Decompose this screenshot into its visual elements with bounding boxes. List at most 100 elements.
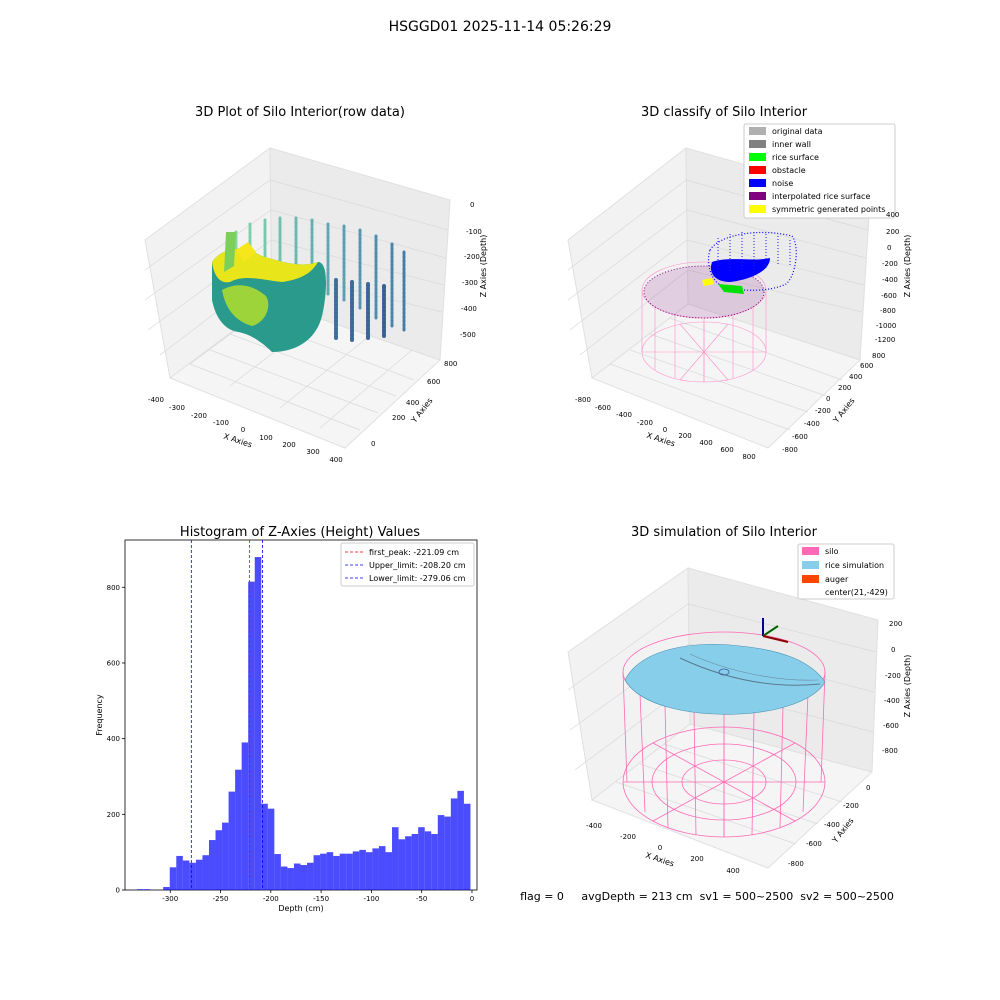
histogram-bar [457,790,464,890]
classify-y-tick: 600 [860,362,873,370]
simulation-center-marker [718,668,730,676]
histogram-bar [182,860,190,890]
legend-swatch-rice-surface [749,153,766,161]
classify-y-tick: -400 [804,420,820,428]
histogram-bar [437,815,445,890]
raw-y-tick: 400 [406,399,419,407]
simulation-x-label: X Axies [644,851,675,869]
simulation-y-tick: 0 [866,784,870,792]
raw-z-tick: -200 [464,253,480,261]
classify-y-tick: 400 [849,373,862,381]
simulation-status-line: flag = 0 avgDepth = 213 cm sv1 = 500~250… [520,890,894,903]
histogram-bar [326,852,334,890]
simulation-z-tick: -200 [885,672,901,680]
simulation-plot-title: 3D simulation of Silo Interior [631,525,818,540]
histogram-x-tick-label: -50 [416,895,427,903]
classify-x-tick: -600 [595,404,611,412]
histogram-bar [339,853,347,890]
classify-z-tick: 200 [886,228,899,236]
classify-y-tick: -600 [792,433,808,441]
histogram-bar [189,862,196,890]
legend-label-interpolated: interpolated rice surface [772,192,870,201]
histogram-bar [169,867,177,890]
legend-label-rice-surface: rice surface [772,153,819,162]
legend-swatch-silo [802,547,819,555]
legend-swatch-original [749,127,766,135]
raw-y-tick: 800 [444,360,457,368]
classify-z-tick: -400 [882,276,898,284]
legend-label-original: original data [772,127,823,136]
histogram-bar [418,827,425,890]
simulation-floor-pane [590,723,874,869]
raw-x-tick: 300 [306,448,319,456]
histogram-bar [352,851,360,890]
histogram-bar [228,791,236,890]
histogram-bar [208,840,216,890]
classify-x-tick: -200 [637,419,653,427]
raw-x-ticks: -400 -300 -200 -100 0 100 200 300 400 [148,396,343,464]
histogram-bar [261,803,268,890]
classify-z-tick: -800 [880,307,896,315]
histogram-bar [280,866,288,890]
simulation-y-tick: -800 [788,860,804,868]
histogram-bar [307,862,314,890]
histogram-x-tick-label: -200 [263,895,279,903]
classify-y-label: Y Axies [831,396,857,425]
raw-x-tick: 200 [282,441,295,449]
histogram-y-tick-label: 0 [116,887,120,895]
legend-swatch-noise [749,179,766,187]
classify-x-tick: -800 [575,396,591,404]
legend-swatch-symmetric [749,205,766,213]
histogram-bar [300,865,308,890]
simulation-z-tick: -400 [884,697,900,705]
histogram-bar [241,742,249,890]
histogram-y-tick-label: 400 [107,735,120,743]
legend-upper-limit: Upper_limit: -208.20 cm [369,561,466,570]
histogram-bar [293,863,301,890]
histogram-bar [137,889,144,890]
histogram-bar [424,831,432,890]
raw-z-ticks: 0 -100 -200 -300 -400 -500 [460,201,482,339]
histogram-y-tick-label: 200 [107,811,120,819]
simulation-z-ticks: 200 0 -200 -400 -600 -800 [882,620,902,755]
histogram-bar [398,839,406,890]
simulation-y-tick: -400 [824,821,840,829]
classify-z-label: Z Axies (Depth) [903,235,912,298]
simulation-z-tick: -600 [883,722,899,730]
classify-rice-surface [718,284,744,294]
raw-x-tick: 0 [241,426,245,434]
classify-y-tick: 800 [872,352,885,360]
histogram-bar [176,855,183,890]
histogram-bar [248,581,255,890]
legend-label-obstacle: obstacle [772,166,806,175]
legend-label-center: center(21,-429) [825,588,888,597]
simulation-y-tick: -600 [806,840,822,848]
simulation-z-tick: 0 [891,646,895,654]
classify-grid [567,179,869,431]
legend-first-peak: first_peak: -221.09 cm [369,548,459,557]
classify-z-ticks: 400 200 0 -200 -400 -600 -800 -1000 -120… [875,211,899,344]
classify-x-tick: 0 [663,426,667,434]
histogram-bars [137,557,471,890]
raw-z-tick: -500 [460,331,476,339]
classify-y-ticks: -800 -600 -400 -200 0 200 400 600 800 [782,352,885,454]
simulation-x-ticks: -400 -200 0 200 400 [586,822,740,875]
histogram-bar [320,853,327,890]
simulation-z-label: Z Axies (Depth) [903,655,912,718]
histogram-bar [143,889,151,890]
histogram-bar [274,854,281,890]
histogram-bar [254,557,262,890]
legend-swatch-obstacle [749,166,766,174]
classify-z-tick: -200 [882,260,898,268]
histogram-bar [287,868,294,890]
raw-x-label: X Axies [222,432,253,450]
legend-swatch-auger [802,575,819,583]
classify-z-tick: -1000 [876,322,896,330]
classify-x-tick: 800 [742,453,755,461]
raw-z-tick: -300 [462,279,478,287]
raw-y-tick: 600 [427,378,440,386]
histogram-bar [411,834,419,890]
histogram-legend: first_peak: -221.09 cm Upper_limit: -208… [340,542,475,587]
classify-floor-pane [590,303,861,449]
